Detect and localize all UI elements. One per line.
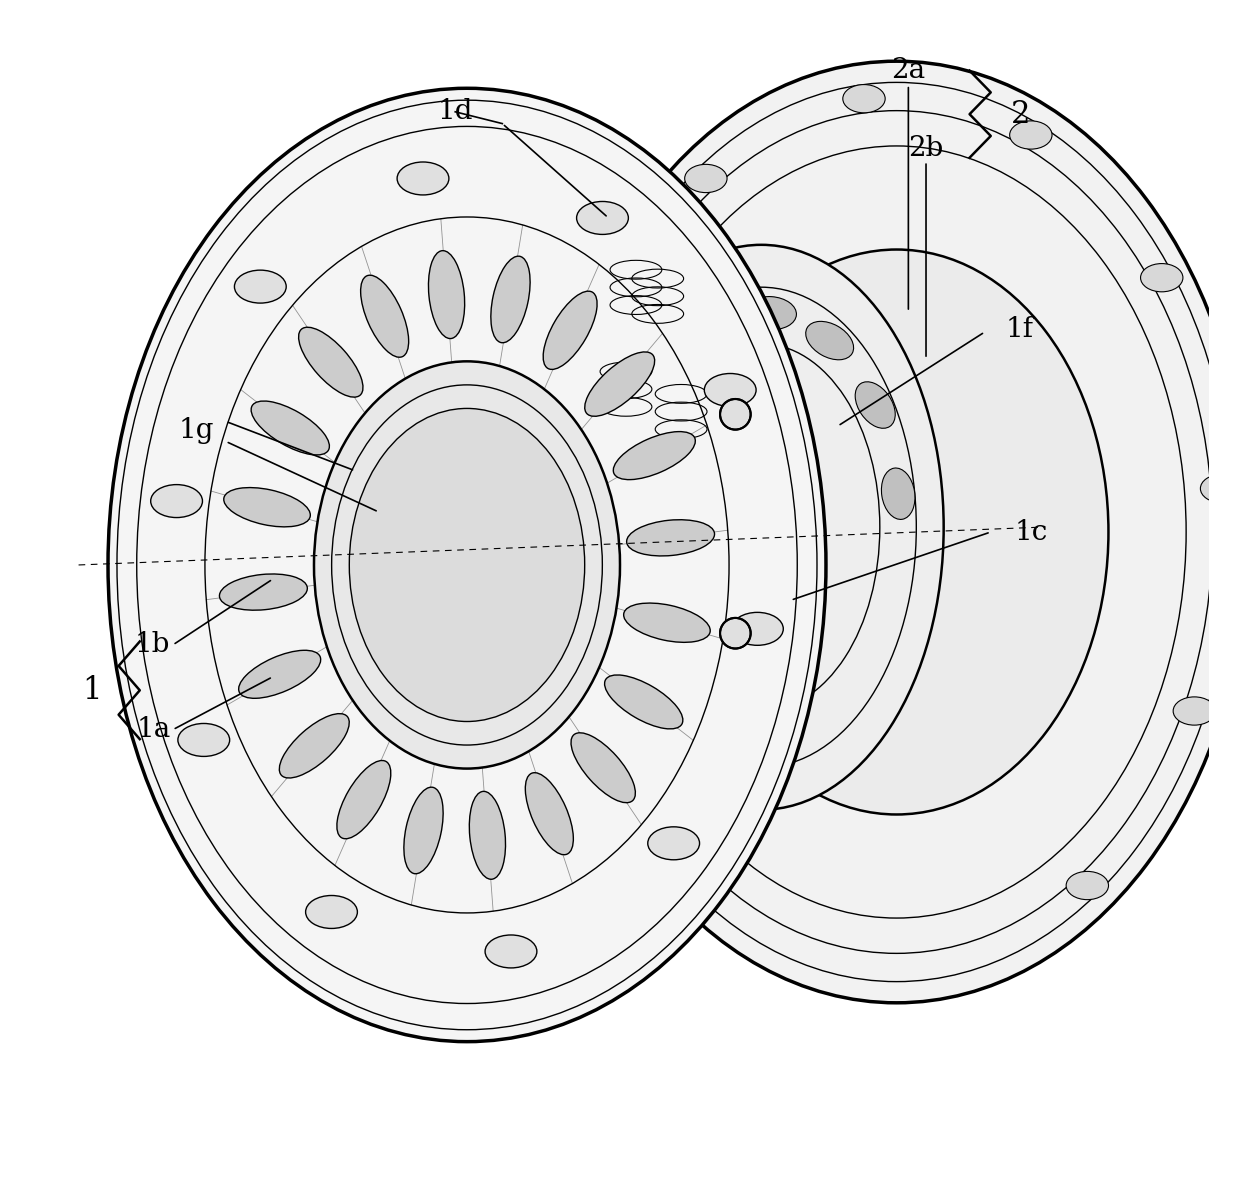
Ellipse shape [491, 257, 531, 343]
Text: 1a: 1a [136, 717, 170, 743]
Ellipse shape [570, 733, 635, 803]
Ellipse shape [219, 574, 308, 610]
Ellipse shape [684, 165, 727, 193]
Ellipse shape [252, 401, 330, 455]
Ellipse shape [806, 321, 853, 360]
Text: 1f: 1f [1006, 317, 1034, 343]
Ellipse shape [108, 88, 826, 1042]
Ellipse shape [177, 724, 229, 757]
Ellipse shape [279, 713, 350, 778]
Ellipse shape [469, 791, 506, 879]
Ellipse shape [485, 935, 537, 967]
Ellipse shape [585, 352, 655, 417]
Ellipse shape [404, 787, 443, 873]
Ellipse shape [684, 310, 734, 346]
Ellipse shape [732, 612, 784, 645]
Ellipse shape [397, 162, 449, 195]
Ellipse shape [637, 360, 681, 405]
Text: 2a: 2a [892, 58, 925, 84]
Text: 2: 2 [1011, 99, 1030, 129]
Text: 1: 1 [83, 674, 102, 706]
Ellipse shape [1173, 697, 1215, 725]
Ellipse shape [305, 896, 357, 929]
Ellipse shape [337, 760, 391, 839]
Text: 2b: 2b [909, 135, 944, 161]
Ellipse shape [856, 381, 895, 428]
Ellipse shape [223, 487, 310, 527]
Ellipse shape [745, 297, 796, 330]
Text: 1d: 1d [438, 99, 472, 125]
Ellipse shape [1009, 121, 1052, 149]
Ellipse shape [843, 85, 885, 113]
Ellipse shape [684, 250, 1109, 814]
Ellipse shape [647, 826, 699, 859]
Text: 1b: 1b [135, 632, 170, 658]
Ellipse shape [720, 399, 750, 430]
Ellipse shape [361, 275, 409, 358]
Ellipse shape [526, 772, 573, 855]
Ellipse shape [720, 618, 750, 649]
Ellipse shape [350, 408, 585, 722]
Ellipse shape [1141, 264, 1183, 292]
Ellipse shape [543, 61, 1240, 1003]
Ellipse shape [577, 201, 629, 234]
Text: 1c: 1c [1014, 519, 1048, 545]
Ellipse shape [299, 327, 363, 397]
Ellipse shape [704, 373, 756, 406]
Ellipse shape [605, 674, 683, 729]
Ellipse shape [1066, 871, 1109, 899]
Ellipse shape [314, 361, 620, 769]
Ellipse shape [234, 271, 286, 304]
Ellipse shape [624, 603, 711, 643]
Text: 1g: 1g [179, 418, 215, 444]
Ellipse shape [611, 440, 646, 491]
Ellipse shape [151, 485, 202, 518]
Ellipse shape [882, 468, 915, 519]
Ellipse shape [626, 520, 714, 556]
Ellipse shape [614, 432, 696, 480]
Ellipse shape [579, 245, 944, 810]
Ellipse shape [543, 291, 598, 370]
Ellipse shape [1200, 474, 1240, 503]
Ellipse shape [429, 251, 465, 339]
Ellipse shape [238, 650, 321, 698]
